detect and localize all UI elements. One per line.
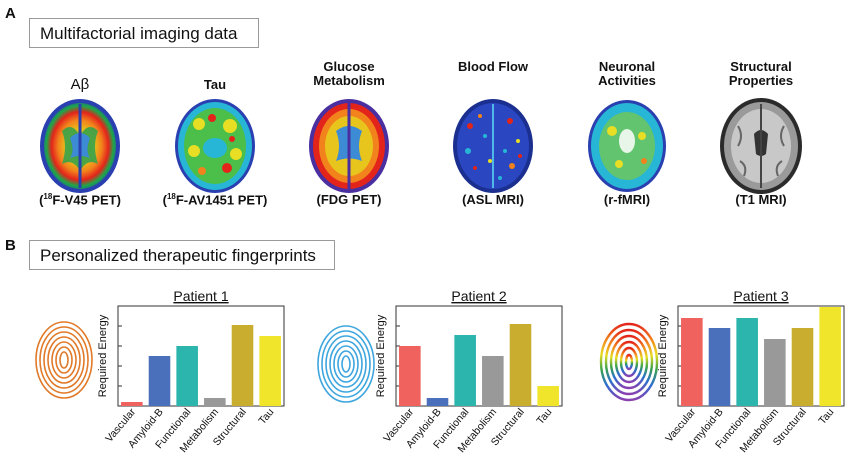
scan-title: Aβ — [70, 76, 90, 93]
bar-structural — [231, 325, 254, 406]
scan-title: Structural Properties — [728, 59, 794, 88]
bar-functional — [454, 335, 476, 406]
panel-b-label: B — [5, 237, 16, 254]
scan-abeta-pet: Aβ (18F-V45 PET) — [37, 70, 123, 207]
plot-frame — [677, 305, 845, 407]
bar-functional — [176, 346, 198, 406]
plot-frame — [395, 305, 563, 407]
y-axis-label: Required Energy — [97, 314, 109, 397]
plot-frame — [117, 305, 285, 407]
bar-tau — [819, 307, 841, 406]
scan-title: Blood Flow — [457, 59, 529, 74]
bar-vascular — [121, 402, 143, 406]
scan-caption: (18F-AV1451 PET) — [162, 192, 268, 208]
scan-t1-mri: Structural Properties (T1 MRI) — [718, 60, 804, 207]
x-tick-label: Tau — [256, 406, 276, 427]
bar-metabolism — [482, 356, 504, 406]
bar-tau — [259, 336, 281, 406]
scan-caption: (ASL MRI) — [462, 192, 524, 207]
imaging-data-heading: Multifactorial imaging data — [29, 18, 259, 48]
bar-amyloid-b — [426, 398, 449, 406]
patient-2-chart: Patient 2 Required Energy Vascular Amyloid-… — [366, 288, 566, 466]
rfmri-brain-image — [588, 100, 666, 192]
scan-tau-pet: Tau (18F-AV1451 PET) — [163, 70, 268, 208]
y-axis-label: Required Energy — [657, 314, 669, 397]
chart-title: Patient 1 — [173, 288, 228, 304]
scan-rfmri: Neuronal Activities (r-fMRI) — [584, 60, 670, 207]
scan-caption: (18F-V45 PET) — [39, 192, 121, 208]
scan-caption: (FDG PET) — [316, 192, 382, 207]
patient-3-fingerprint-icon — [599, 322, 659, 402]
tau-pet-brain-image — [175, 99, 255, 193]
bar-tau — [537, 386, 559, 406]
chart-title: Patient 2 — [451, 288, 506, 304]
x-tick-label: Tau — [816, 406, 836, 427]
scan-caption: (T1 MRI) — [735, 192, 787, 207]
t1-mri-brain-image — [720, 98, 802, 194]
bar-functional — [736, 318, 758, 406]
bar-metabolism — [764, 339, 786, 406]
scan-caption: (r-fMRI) — [603, 192, 651, 207]
scan-title: Glucose Metabolism — [313, 59, 385, 88]
chart-title: Patient 3 — [733, 288, 788, 304]
bar-metabolism — [204, 398, 226, 406]
scan-fdg-pet: Glucose Metabolism (FDG PET) — [306, 60, 392, 207]
bar-amyloid-b — [148, 356, 171, 406]
panel-a-label: A — [5, 5, 16, 22]
scan-asl-mri: Blood Flow (ASL MRI) — [450, 60, 536, 207]
patient-2-fingerprint-icon — [317, 325, 375, 403]
fingerprints-heading: Personalized therapeutic fingerprints — [29, 240, 335, 270]
bar-structural — [509, 324, 532, 406]
scan-title: Tau — [203, 77, 227, 92]
bar-structural — [791, 328, 814, 406]
bar-vascular — [681, 318, 703, 406]
scan-title: Neuronal Activities — [598, 59, 656, 88]
asl-mri-brain-image — [453, 99, 533, 193]
x-tick-label: Tau — [534, 406, 554, 427]
patient-3-chart: Patient 3 Required Energy Vascular Amyloid-… — [648, 288, 848, 466]
bar-vascular — [399, 346, 421, 406]
patient-1-chart: Patient 1 Required Energy Vascular Amyloid-… — [88, 288, 288, 466]
patient-1-fingerprint-icon — [35, 321, 93, 399]
bar-amyloid-b — [708, 328, 731, 406]
abeta-pet-brain-image — [40, 99, 120, 193]
y-axis-label: Required Energy — [375, 314, 387, 397]
fdg-pet-brain-image — [309, 99, 389, 193]
